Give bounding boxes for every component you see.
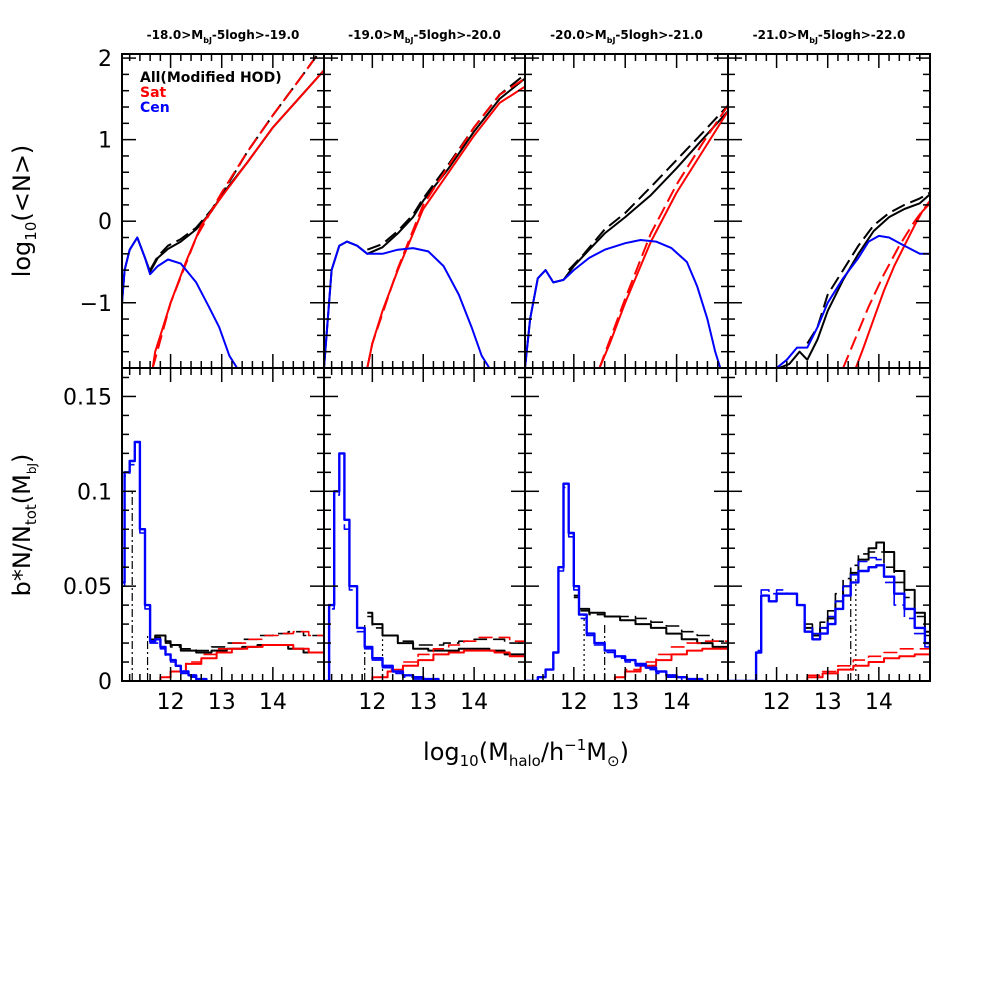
hod-panel-4 [727, 53, 931, 369]
series-cen-line [525, 239, 722, 368]
series-cen-line [324, 240, 491, 368]
y-tick-label: 0.05 [63, 575, 112, 600]
series-sat-dashed-line [842, 200, 930, 368]
y-tick-label: 0.1 [77, 480, 112, 505]
series-sat-dashed-line [791, 648, 930, 681]
hod-panel-2 [323, 53, 526, 369]
series-all-dashed-line [804, 551, 930, 644]
y-tick-label: 1 [98, 129, 112, 154]
series-cen-line [728, 564, 930, 681]
x-tick-label: 12 [763, 690, 791, 715]
y-axis-label-bias: b*N/Ntot(MbJ) [8, 454, 40, 597]
x-axis-label: log10(Mhalo/h−1M⊙) [423, 736, 629, 770]
x-tick-label: 14 [663, 690, 691, 715]
legend-entry-cen: Cen [140, 100, 170, 116]
panel-frame [323, 53, 526, 369]
bias-panel-3: 12 13 14 [524, 367, 729, 715]
panel-frame [323, 367, 526, 682]
x-tick-label: 14 [259, 690, 287, 715]
x-tick-label: 13 [611, 690, 639, 715]
column-title-1: -18.0>MbJ-5logh>-19.0 [147, 28, 300, 45]
legend-entry-all: All(Modified HOD) [140, 70, 282, 86]
series-group [324, 73, 525, 368]
bias-panel-2: 12 13 14 [323, 367, 526, 715]
hod-panel-1: −1 0 1 2 [80, 47, 325, 369]
series-all-dashed-line [367, 615, 525, 649]
x-tick-label: 12 [560, 690, 588, 715]
y-tick-label: −1 [80, 292, 112, 317]
legend-entry-sat: Sat [140, 85, 167, 101]
x-tick-label: 13 [814, 690, 842, 715]
series-sat-dashed-line [150, 630, 324, 681]
series-all-dashed-line [573, 596, 728, 645]
series-sat-line [362, 649, 525, 681]
series-group [525, 482, 728, 681]
series-cen-dashed-line [525, 486, 683, 681]
series-all-dashed-line [806, 191, 930, 345]
series-sat-line [151, 69, 324, 368]
series-group [728, 541, 930, 681]
y-tick-label: 0.15 [63, 385, 112, 410]
series-sat-line [791, 653, 930, 681]
x-tick-label: 14 [865, 690, 893, 715]
series-all-line [573, 594, 728, 651]
series-sat-line [598, 110, 728, 368]
x-tick-label: 13 [409, 690, 437, 715]
series-sat-dashed-line [366, 77, 525, 368]
column-titles: -18.0>MbJ-5logh>-19.0 -19.0>MbJ-5logh>-20… [147, 28, 906, 45]
y-tick-label: 0 [98, 670, 112, 695]
column-title-2: -19.0>MbJ-5logh>-20.0 [348, 28, 501, 45]
series-group [324, 452, 525, 681]
series-group [525, 104, 728, 368]
series-cen-line [122, 440, 208, 681]
series-group [122, 54, 324, 368]
series-cen-line [122, 236, 238, 368]
series-all-line [367, 611, 525, 661]
series-sat-line [854, 202, 930, 368]
series-cen-line [775, 234, 930, 368]
hod-panel-3 [524, 53, 729, 369]
bias-panel-4: 12 13 14 [727, 367, 931, 715]
column-title-4: -21.0>MbJ-5logh>-22.0 [753, 28, 906, 45]
series-cen-line [525, 482, 704, 681]
series-all-line [525, 110, 728, 368]
series-sat-line [366, 85, 525, 368]
axis-labels: log10(Mhalo/h−1M⊙) log10(<N>) b*N/Ntot(MbJ… [8, 145, 629, 770]
series-all-line [150, 634, 324, 659]
y-tick-label: 0 [98, 210, 112, 235]
series-cen-line [324, 452, 440, 681]
series-all-line [804, 541, 930, 640]
y-tick-label: 2 [98, 47, 112, 72]
x-tick-label: 13 [208, 690, 236, 715]
series-all-line [324, 77, 525, 368]
x-tick-label: 12 [157, 690, 185, 715]
x-tick-label: 12 [358, 690, 386, 715]
series-sat-line [604, 647, 728, 681]
column-title-3: -20.0>MbJ-5logh>-21.0 [550, 28, 703, 45]
series-group [122, 440, 324, 681]
y-axis-label-hod: log10(<N>) [8, 145, 40, 278]
series-group [775, 191, 930, 368]
bias-panel-1: 12 13 14 0 0.05 0.1 0.15 [63, 367, 325, 715]
series-sat-dashed-line [151, 54, 320, 368]
series-sat-dashed-line [598, 104, 728, 368]
series-all-dashed-line [567, 104, 728, 271]
series-all-dashed-line [150, 630, 324, 652]
x-tick-label: 14 [460, 690, 488, 715]
panel-frame [727, 367, 931, 682]
series-cen-dashed-line [122, 445, 197, 681]
panel-frame [524, 367, 729, 682]
